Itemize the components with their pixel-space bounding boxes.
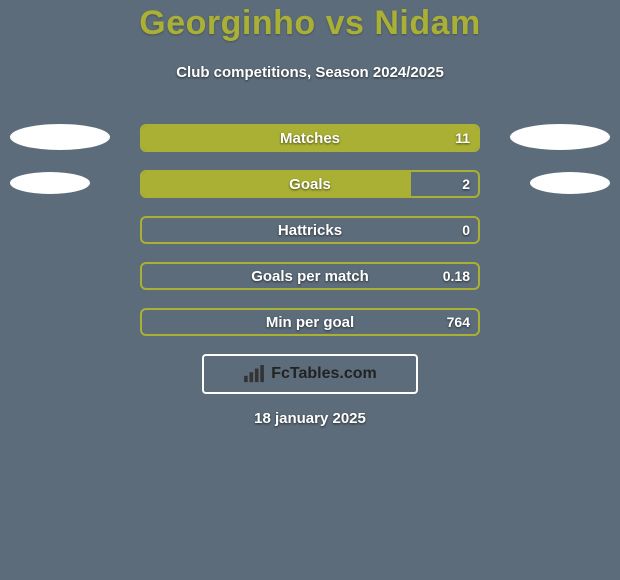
stat-bar: Min per goal764 <box>140 308 480 336</box>
stat-row: Hattricks0 <box>0 216 620 262</box>
stat-bar: Hattricks0 <box>140 216 480 244</box>
stat-label: Min per goal <box>142 310 478 334</box>
stat-value: 0.18 <box>443 264 470 288</box>
brand-box: FcTables.com <box>202 354 418 394</box>
brand-text: FcTables.com <box>271 365 377 383</box>
bar-chart-icon <box>243 365 265 383</box>
stat-value: 764 <box>447 310 470 334</box>
right-ellipse <box>530 172 610 194</box>
stat-value: 2 <box>462 172 470 196</box>
stat-bar: Goals per match0.18 <box>140 262 480 290</box>
stat-bar: Goals2 <box>140 170 480 198</box>
stat-row: Goals2 <box>0 170 620 216</box>
page-title: Georginho vs Nidam <box>0 4 620 43</box>
page-subtitle: Club competitions, Season 2024/2025 <box>0 64 620 81</box>
stat-label: Matches <box>142 126 478 150</box>
stat-row: Goals per match0.18 <box>0 262 620 308</box>
stat-value: 0 <box>462 218 470 242</box>
stat-label: Goals per match <box>142 264 478 288</box>
stat-row: Matches11 <box>0 124 620 170</box>
left-ellipse <box>10 172 90 194</box>
stat-rows: Matches11 Goals2 Hattricks0 Goals per match… <box>0 124 620 354</box>
stat-row: Min per goal764 <box>0 308 620 354</box>
stat-bar: Matches11 <box>140 124 480 152</box>
comparison-canvas: Georginho vs Nidam Club competitions, Se… <box>0 0 620 580</box>
snapshot-date: 18 january 2025 <box>0 410 620 427</box>
left-ellipse <box>10 124 110 150</box>
right-ellipse <box>510 124 610 150</box>
stat-label: Hattricks <box>142 218 478 242</box>
stat-label: Goals <box>142 172 478 196</box>
stat-value: 11 <box>455 126 470 150</box>
